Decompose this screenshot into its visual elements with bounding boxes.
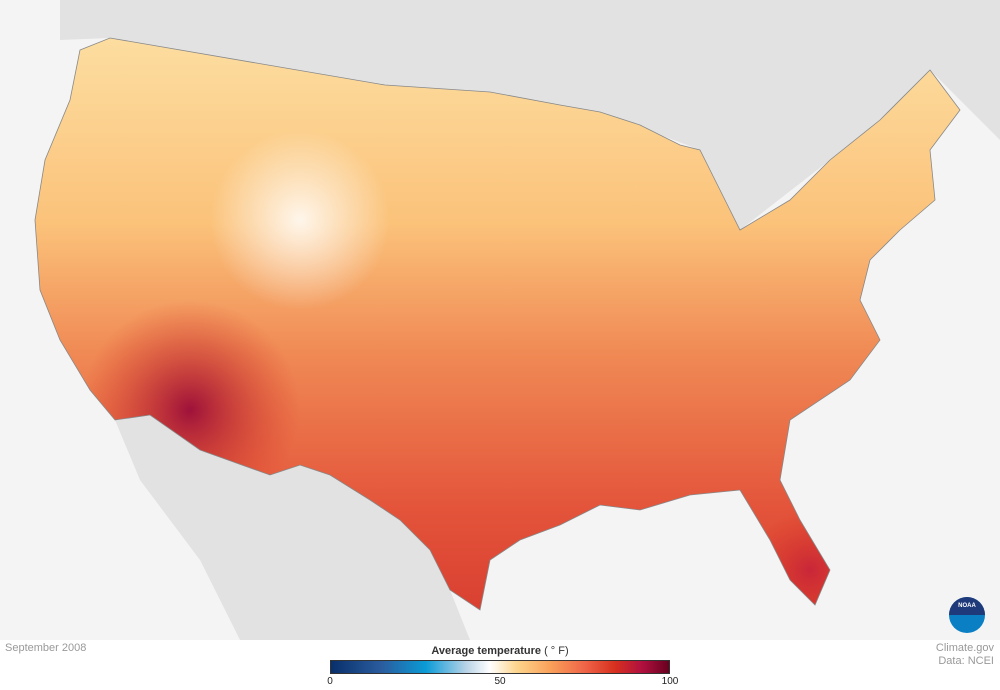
noaa-logo: NOAA bbox=[949, 597, 985, 633]
mexico-land bbox=[115, 415, 470, 640]
credit-data: Data: NCEI bbox=[938, 655, 994, 667]
legend-tick-min: 0 bbox=[327, 676, 333, 687]
legend-tick-max: 100 bbox=[661, 676, 679, 687]
credits: Climate.gov Data: NCEI bbox=[936, 642, 994, 668]
canada-land bbox=[60, 0, 1000, 230]
legend-title: Average temperature ( ° F) bbox=[431, 645, 569, 657]
map-date: September 2008 bbox=[5, 642, 87, 654]
legend: Average temperature ( ° F) 0 50 100 bbox=[327, 645, 678, 687]
legend-color-bar bbox=[330, 660, 670, 674]
temperature-map bbox=[0, 0, 1000, 640]
credit-source: Climate.gov bbox=[935, 642, 994, 654]
legend-tick-mid: 50 bbox=[494, 676, 506, 687]
